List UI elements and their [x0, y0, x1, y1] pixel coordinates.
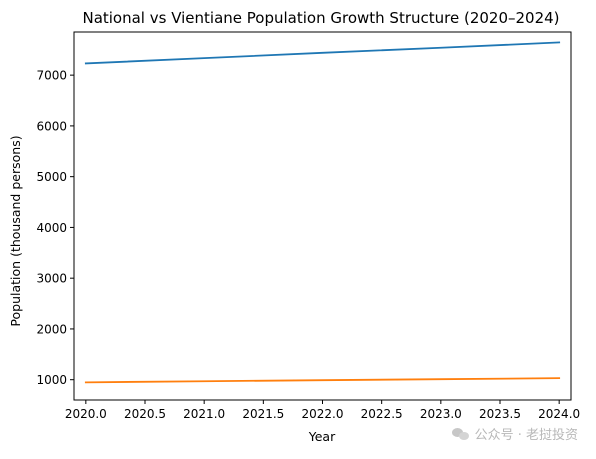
- series-line-1: [84, 41, 561, 65]
- x-tick-label: 2023.0: [420, 407, 462, 421]
- plot-area: 2020.0 2020.5 2021.0 2021.5 2022.0 2022.5 2023…: [36, 31, 580, 421]
- y-tick-label: 6000: [36, 119, 67, 133]
- y-tick-label: 7000: [36, 69, 67, 83]
- series-line-2: [84, 377, 561, 384]
- y-tick-label: 5000: [36, 170, 67, 184]
- watermark: 公众号 · 老挝投资: [451, 424, 578, 443]
- chart-title: National vs Vientiane Population Growth …: [82, 9, 559, 27]
- x-tick-label: 2021.0: [183, 407, 225, 421]
- y-tick-label: 1000: [36, 373, 67, 387]
- x-axis-label: Year: [308, 429, 336, 444]
- x-tick-label: 2020.5: [124, 407, 166, 421]
- x-tick-label: 2020.0: [65, 407, 107, 421]
- y-axis-label: Population (thousand persons): [8, 135, 23, 326]
- x-tick-label: 2021.5: [242, 407, 284, 421]
- x-tick-label: 2022.5: [361, 407, 403, 421]
- x-tick-label: 2023.5: [479, 407, 521, 421]
- y-tick-label: 2000: [36, 322, 67, 336]
- watermark-text: 公众号 · 老挝投资: [474, 428, 578, 443]
- x-tick-label: 2024.0: [538, 407, 580, 421]
- y-tick-label: 3000: [36, 272, 67, 286]
- x-tick-label: 2022.0: [302, 407, 344, 421]
- wechat-icon: [451, 427, 470, 441]
- y-tick-label: 4000: [36, 221, 67, 235]
